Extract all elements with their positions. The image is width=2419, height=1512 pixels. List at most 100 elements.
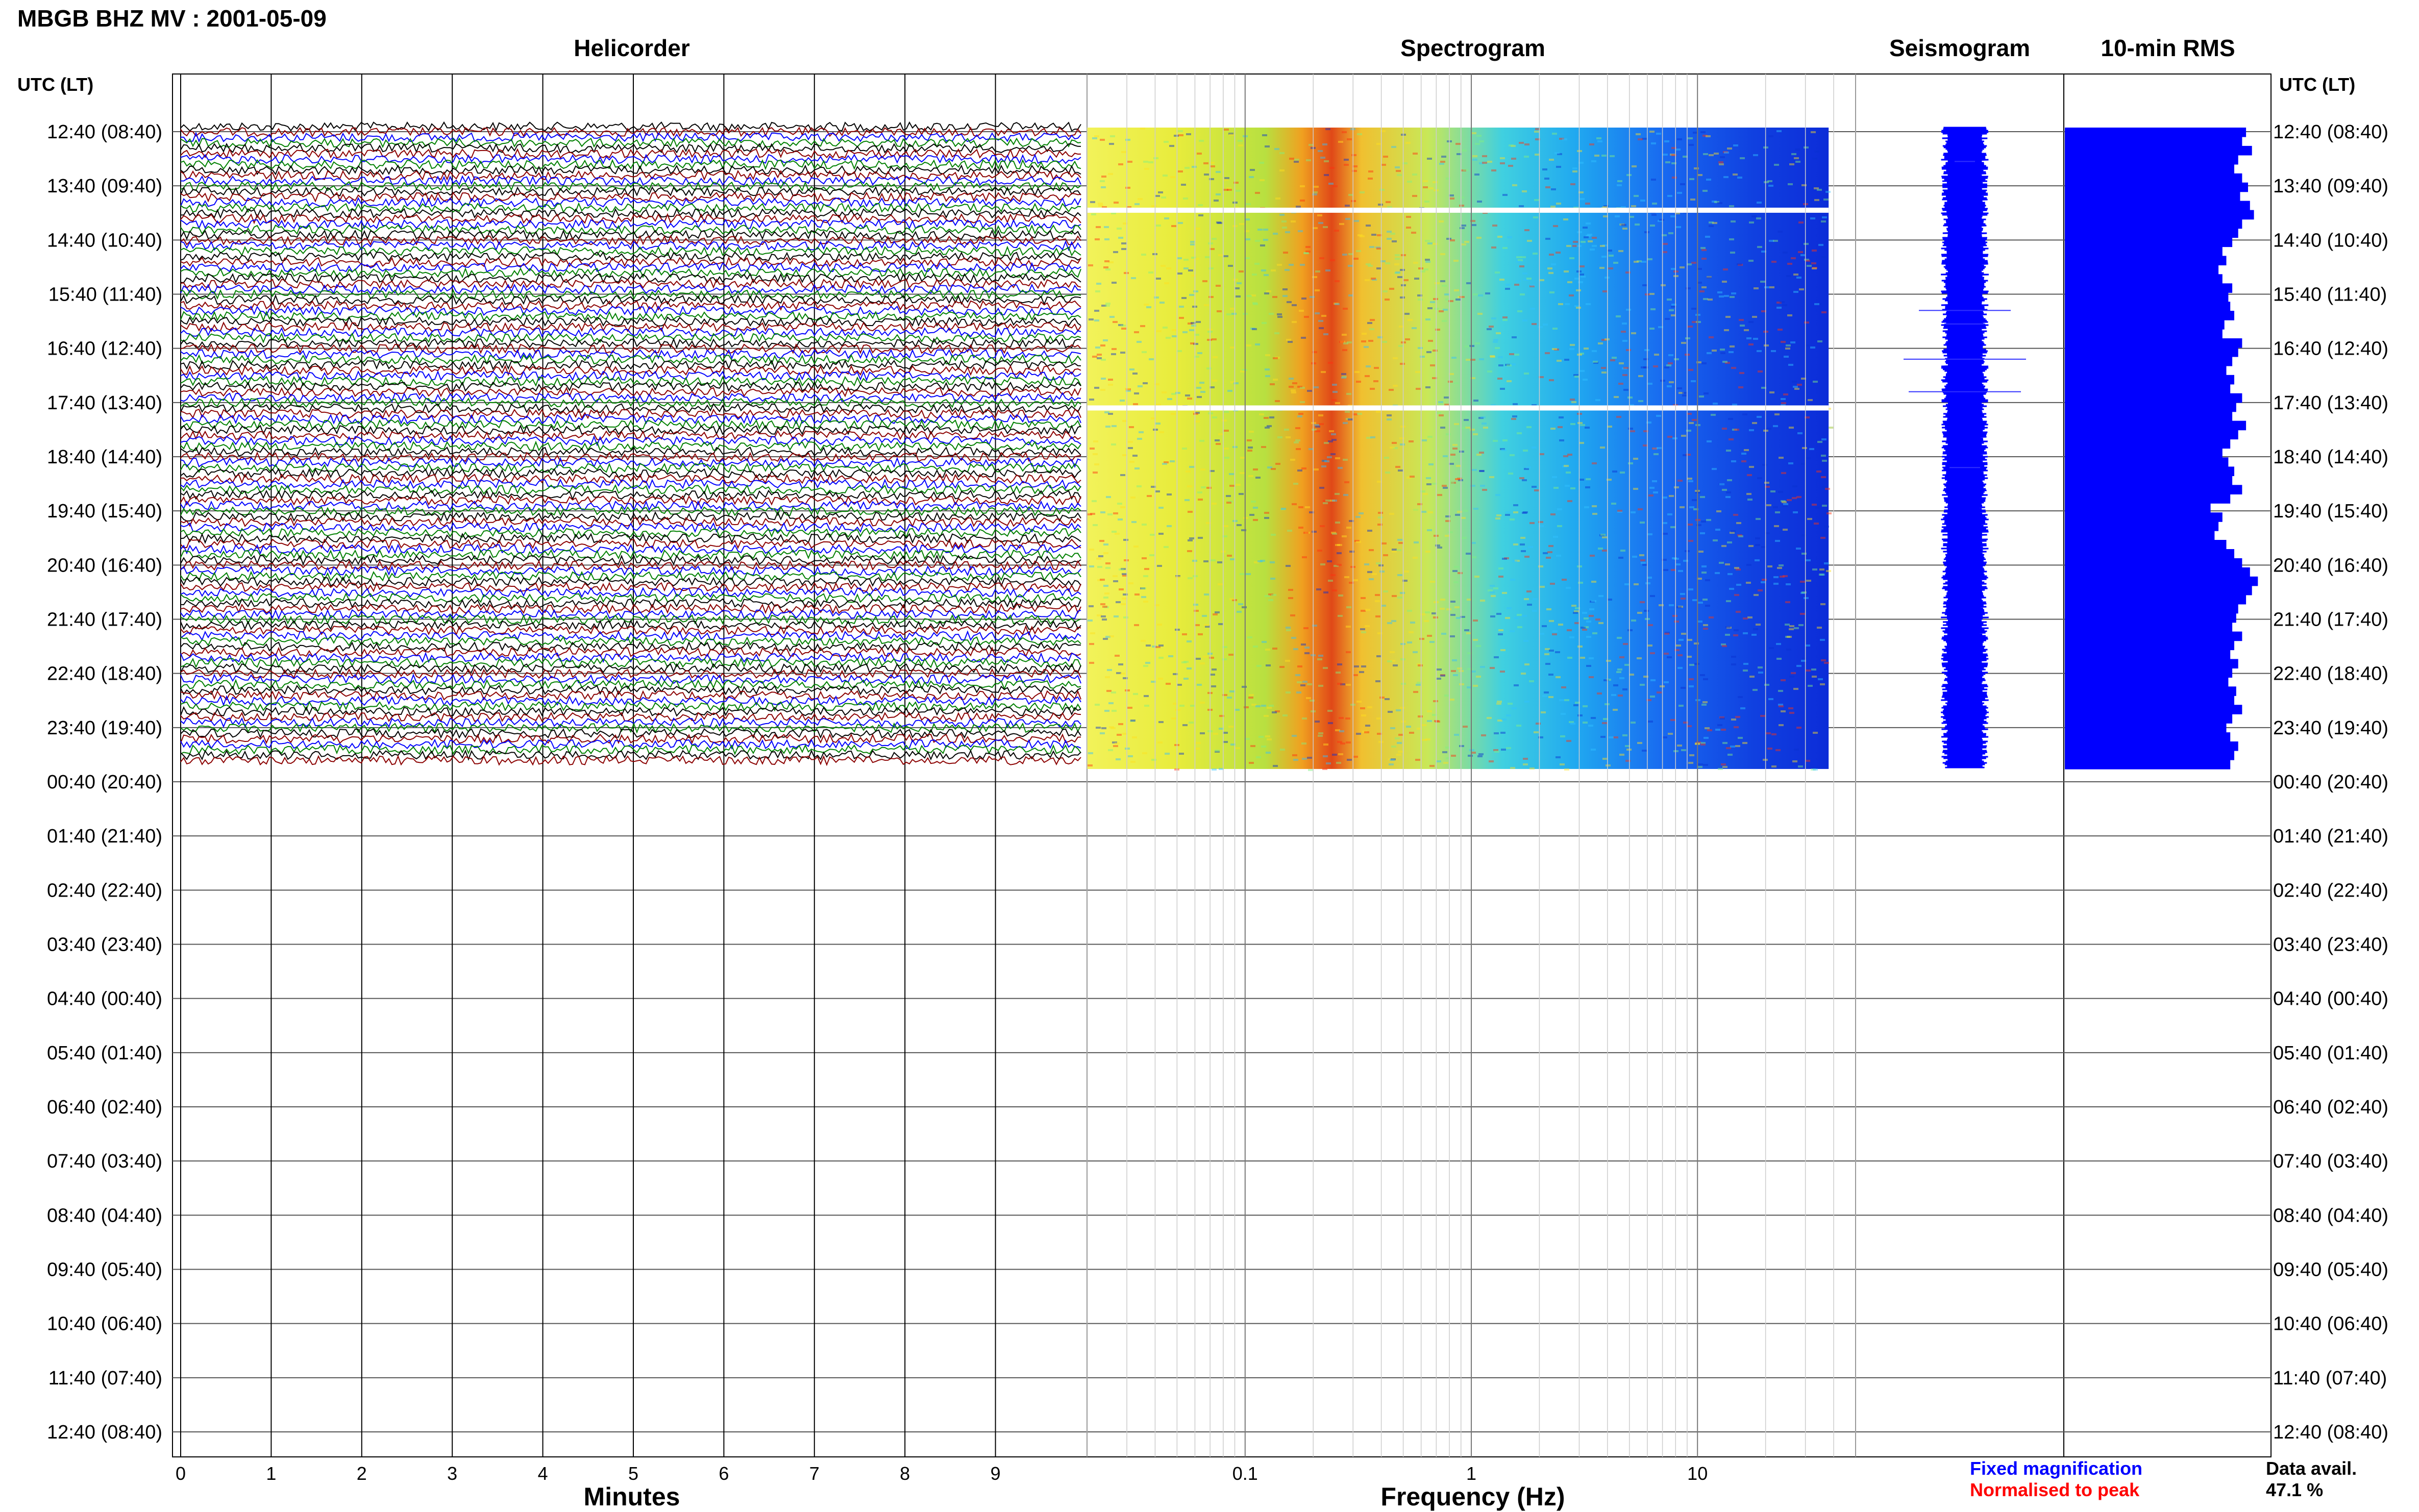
spectrogram-speckle <box>1570 423 1575 425</box>
spectrogram-speckle <box>1694 167 1699 169</box>
spectrogram-speckle <box>1449 194 1454 196</box>
spectrogram-speckle <box>1532 323 1537 325</box>
spectrogram-speckle <box>1522 479 1527 481</box>
spectrogram-speckle <box>1347 759 1352 761</box>
spectrogram-speckle <box>1366 225 1371 227</box>
spectrogram-speckle <box>1824 526 1829 528</box>
spectrogram-speckle <box>1519 205 1524 207</box>
spectrogram-speckle <box>1407 641 1412 643</box>
spectrogram-speckle <box>1103 339 1108 341</box>
spectrogram-speckle <box>1211 559 1216 561</box>
spectrogram-speckle <box>1450 239 1455 241</box>
spectrogram-speckle <box>1500 388 1505 390</box>
spectrogram-speckle <box>1105 676 1110 678</box>
spectrogram-speckle <box>1335 457 1340 459</box>
spectrogram-speckle <box>1669 495 1674 497</box>
rms-bar <box>2065 219 2242 229</box>
spectrogram-speckle <box>1459 196 1464 199</box>
spectrogram-speckle <box>1250 169 1255 171</box>
spectrogram-speckle <box>1094 310 1099 312</box>
spectrogram-speckle <box>1253 507 1258 509</box>
spectrogram-speckle <box>1242 686 1247 688</box>
spectrogram-speckle <box>1248 697 1253 699</box>
helicorder-tick-label: 1 <box>266 1463 276 1484</box>
spectrogram-speckle <box>1089 399 1094 401</box>
spectrogram-speckle <box>1270 561 1275 563</box>
spectrogram-speckle <box>1532 610 1537 612</box>
spectrogram-speckle <box>1145 662 1150 664</box>
helicorder-tick-label: 5 <box>628 1463 638 1484</box>
spectrogram-speckle <box>1318 685 1323 687</box>
spectrogram-speckle <box>1808 685 1813 687</box>
spectrogram-speckle <box>1617 511 1622 513</box>
spectrogram-speckle <box>1227 189 1232 191</box>
spectrogram-speckle <box>1367 571 1372 573</box>
spectrogram-speckle <box>1433 298 1438 300</box>
spectrogram-speckle <box>1115 655 1120 657</box>
spectrogram-speckle <box>1167 398 1172 400</box>
spectrogram-speckle <box>1212 416 1217 418</box>
spectrogram-speckle <box>1396 709 1401 711</box>
spectrogram-speckle <box>1789 427 1794 429</box>
spectrogram-speckle <box>1533 216 1538 218</box>
spectrogram-speckle <box>1103 552 1108 554</box>
spectrogram-speckle <box>1779 564 1784 566</box>
spectrogram-speckle <box>1647 258 1652 260</box>
spectrogram-speckle <box>1784 356 1789 358</box>
spectrogram-speckle <box>1749 429 1754 431</box>
spectrogram-speckle <box>1240 472 1245 474</box>
spectrogram-speckle <box>1191 325 1196 327</box>
spectrogram-speckle <box>1315 312 1320 314</box>
spectrogram-speckle <box>1554 349 1559 351</box>
spectrogram-speckle <box>1533 598 1538 600</box>
spectrogram-speckle <box>1672 615 1677 617</box>
spectrogram-speckle <box>1090 448 1095 450</box>
spectrogram-speckle <box>1257 229 1263 231</box>
spectrogram-speckle <box>1323 755 1328 757</box>
spectrogram-speckle <box>1348 265 1353 267</box>
spectrogram-speckle <box>1125 689 1130 691</box>
spectrogram-speckle <box>1687 413 1692 415</box>
spectrogram-speckle <box>1169 145 1174 147</box>
spectrogram-speckle <box>1452 659 1457 661</box>
spectrogram-speckle <box>1103 543 1108 546</box>
spectrogram-speckle <box>1462 150 1467 152</box>
spectrogram-speckle <box>1238 603 1243 605</box>
spectrogram-speckle <box>1128 447 1133 449</box>
spectrogram-speckle <box>1674 649 1680 651</box>
spectrogram-speckle <box>1138 198 1143 200</box>
spectrogram-speckle <box>1392 595 1397 597</box>
spectrogram-speckle <box>1343 422 1348 424</box>
spectrogram-speckle <box>1638 375 1643 377</box>
spectrogram-speckle <box>1273 233 1278 235</box>
spectrogram-speckle <box>1521 550 1526 552</box>
spectrogram-speckle <box>1574 278 1579 280</box>
spectrogram-speckle <box>1617 184 1622 186</box>
spectrogram-speckle <box>1556 555 1561 557</box>
spectrogram-speckle <box>1393 447 1398 449</box>
spectrogram-speckle <box>1475 342 1480 344</box>
spectrogram-speckle <box>1118 518 1123 520</box>
spectrogram-speckle <box>1513 403 1518 405</box>
spectrogram-speckle <box>1719 483 1724 485</box>
spectrogram-speckle <box>1601 367 1606 369</box>
spectrogram-speckle <box>1727 754 1733 756</box>
time-label-left: 11:40 (07:40) <box>48 1368 162 1389</box>
spectrogram-speckle <box>1457 667 1462 670</box>
spectrogram-speckle <box>1734 629 1739 631</box>
spectrogram-speckle <box>1249 431 1254 433</box>
spectrogram-speckle <box>1113 321 1118 323</box>
spectrogram-speckle <box>1530 284 1535 286</box>
spectrogram-speckle <box>1455 478 1460 480</box>
spectrogram-speckle <box>1372 573 1377 575</box>
spectrogram-speckle <box>1164 141 1169 143</box>
spectrogram-speckle <box>1776 130 1782 132</box>
rms-bar <box>2065 256 2227 265</box>
spectrogram-speckle <box>1183 661 1189 663</box>
spectrogram-speckle <box>1812 504 1817 506</box>
spectrogram-speckle <box>1429 641 1435 643</box>
spectrogram-speckle <box>1282 714 1288 716</box>
spectrogram-speckle <box>1432 483 1437 485</box>
spectrogram-speckle <box>1598 342 1603 344</box>
spectrogram-speckle <box>1689 664 1694 666</box>
